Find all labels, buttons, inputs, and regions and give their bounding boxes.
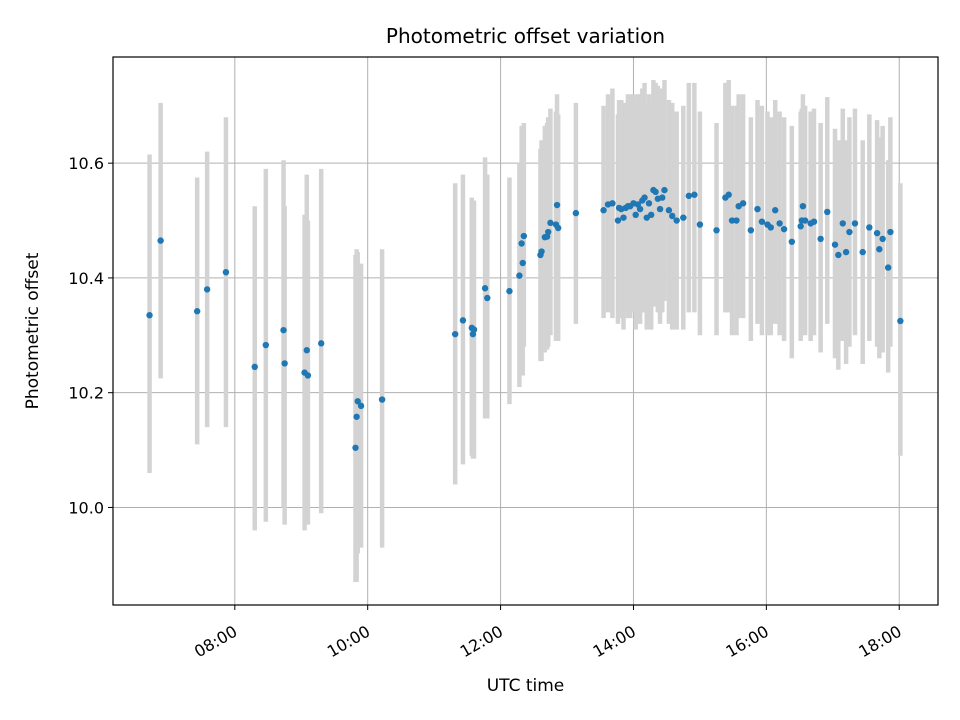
- data-point: [280, 326, 287, 334]
- data-point: [659, 194, 666, 201]
- data-point: [831, 241, 839, 248]
- data-point: [193, 308, 201, 315]
- data-point: [304, 372, 312, 379]
- data-point: [799, 202, 807, 210]
- x-axis-title: UTC time: [487, 676, 565, 696]
- data-point: [747, 227, 755, 234]
- y-tick-label: 10.4: [68, 269, 104, 288]
- data-point: [470, 326, 478, 333]
- data-point: [353, 413, 360, 420]
- data-point: [636, 205, 644, 213]
- data-point: [772, 207, 779, 214]
- y-axis-title: Photometric offset: [23, 252, 43, 409]
- data-point: [733, 217, 740, 224]
- data-point: [797, 223, 804, 230]
- data-point: [146, 312, 153, 319]
- data-point: [824, 208, 831, 216]
- data-point: [506, 287, 513, 295]
- data-point: [739, 200, 747, 207]
- data-point: [767, 224, 774, 231]
- data-point: [451, 330, 459, 338]
- data-point: [713, 227, 720, 234]
- data-point: [357, 402, 365, 410]
- data-point: [728, 217, 736, 224]
- data-point: [780, 225, 788, 233]
- data-point: [859, 248, 866, 256]
- data-point: [378, 396, 386, 403]
- data-point: [887, 228, 894, 236]
- data-point: [846, 228, 853, 236]
- data-point: [572, 209, 580, 217]
- data-point: [354, 398, 361, 405]
- y-tick-label: 10.6: [68, 154, 104, 173]
- data-point: [661, 186, 668, 194]
- data-point: [685, 192, 693, 200]
- data-point: [652, 188, 659, 196]
- data-point: [669, 212, 676, 220]
- data-point: [281, 360, 288, 367]
- data-point: [673, 217, 680, 224]
- data-point: [665, 207, 673, 214]
- data-point: [520, 232, 528, 240]
- data-point: [545, 228, 552, 236]
- data-point: [519, 259, 526, 267]
- data-point: [632, 211, 639, 219]
- data-point: [879, 235, 886, 243]
- y-tick-label: 10.0: [68, 498, 104, 517]
- data-point: [609, 200, 616, 207]
- data-point: [645, 200, 653, 207]
- data-point: [481, 285, 489, 292]
- data-point: [866, 224, 873, 231]
- data-point: [317, 340, 325, 347]
- data-point: [262, 341, 270, 349]
- data-point: [459, 317, 467, 324]
- data-point: [817, 235, 824, 243]
- data-point: [547, 219, 554, 227]
- data-point: [696, 221, 704, 228]
- data-point: [656, 205, 664, 213]
- data-point: [203, 286, 211, 293]
- data-point: [835, 251, 842, 259]
- data-point: [553, 201, 561, 209]
- plot-area-frame: [112, 56, 939, 606]
- data-point: [801, 217, 809, 224]
- data-point: [484, 294, 491, 302]
- data-points: [146, 186, 904, 451]
- data-point: [647, 211, 655, 219]
- data-point: [600, 207, 607, 214]
- data-point: [251, 363, 258, 371]
- data-point: [876, 246, 883, 253]
- data-point: [810, 218, 818, 225]
- data-point: [554, 224, 562, 232]
- data-point: [352, 444, 359, 451]
- data-point: [538, 248, 545, 255]
- data-point: [897, 317, 904, 325]
- chart-title: Photometric offset variation: [386, 24, 665, 48]
- data-point: [754, 205, 761, 213]
- data-point: [873, 229, 881, 237]
- data-point: [518, 240, 525, 247]
- data-point: [680, 214, 687, 221]
- data-point: [884, 264, 892, 271]
- data-point: [222, 268, 230, 276]
- data-point: [839, 220, 846, 227]
- data-point: [303, 347, 310, 354]
- data-point: [641, 194, 648, 201]
- data-point: [788, 238, 796, 245]
- data-point: [776, 220, 783, 227]
- data-point: [758, 218, 766, 225]
- data-point: [157, 237, 164, 244]
- data-point: [614, 217, 622, 224]
- y-tick-label: 10.2: [68, 384, 104, 403]
- data-point: [620, 214, 627, 221]
- data-point: [516, 272, 523, 279]
- data-point: [842, 248, 850, 256]
- data-point: [691, 191, 698, 198]
- data-point: [725, 191, 732, 198]
- data-point: [851, 220, 859, 227]
